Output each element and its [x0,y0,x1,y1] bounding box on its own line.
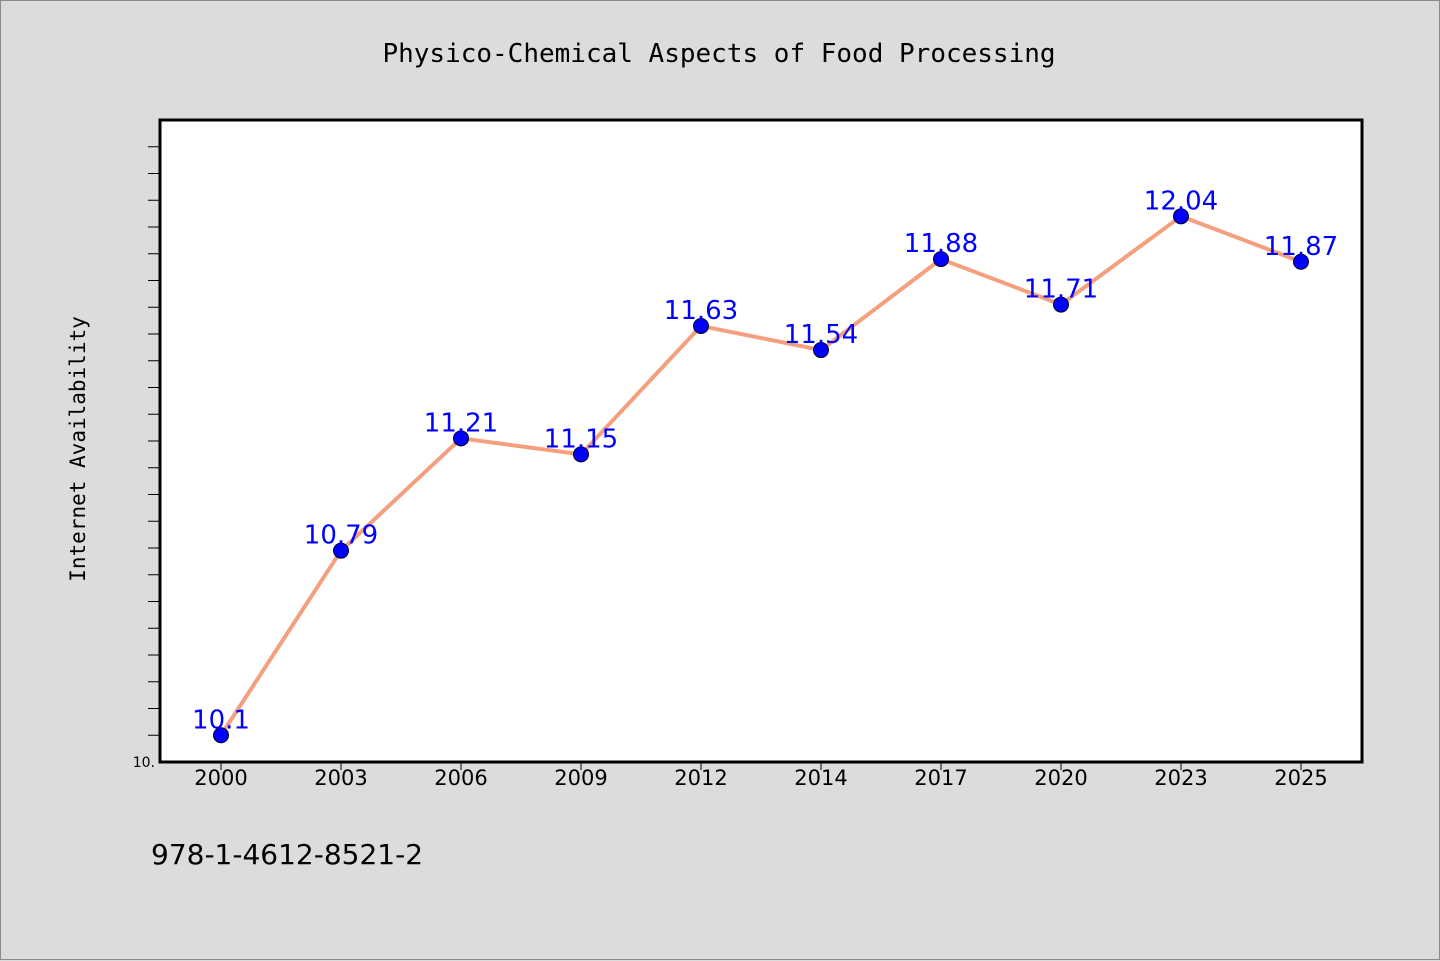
data-label: 11.88 [904,229,978,259]
data-point [1293,253,1309,270]
data-label: 10.1 [192,705,250,735]
data-label: 12.04 [1144,186,1218,216]
x-tick-label: 2006 [434,766,487,790]
y-tick-label: 10. [133,755,155,771]
data-point [453,430,469,447]
x-tick-label: 2014 [794,766,847,790]
plot-area [158,118,1364,764]
isbn-text: 978-1-4612-8521-2 [151,838,423,871]
y-axis-ticks [148,146,160,736]
data-label: 11.15 [544,424,618,454]
x-tick-label: 2012 [674,766,727,790]
y-axis-label: Internet Availability [66,316,90,582]
data-point [1053,296,1069,313]
x-tick-label: 2023 [1154,766,1207,790]
data-point [333,542,349,559]
chart-title: Physico-Chemical Aspects of Food Process… [382,39,1055,69]
data-series [213,208,1309,744]
x-tick-label: 2003 [314,766,367,790]
data-label: 10.79 [304,521,378,551]
data-label: 11.21 [424,408,498,438]
data-label: 11.54 [784,320,858,350]
data-point [573,446,589,463]
data-label: 11.87 [1264,232,1338,262]
data-label: 11.63 [664,296,738,326]
data-point [213,727,229,744]
data-point [813,342,829,359]
x-tick-label: 2009 [554,766,607,790]
x-tick-label: 2017 [914,766,967,790]
x-axis-ticks: 2000 2003 2006 2009 2012 2014 2017 2020 2023 2025 [194,762,1328,790]
data-label: 11.71 [1024,275,1098,305]
data-point [1173,208,1189,225]
series-line [219,214,1302,737]
data-point [693,317,709,334]
x-tick-label: 2025 [1274,766,1327,790]
data-point [933,251,949,268]
data-labels: 10.1 10.79 11.21 11.15 11.63 11.54 11.88 11.71 1… [192,186,1338,735]
x-tick-label: 2020 [1034,766,1087,790]
x-tick-label: 2000 [194,766,247,790]
